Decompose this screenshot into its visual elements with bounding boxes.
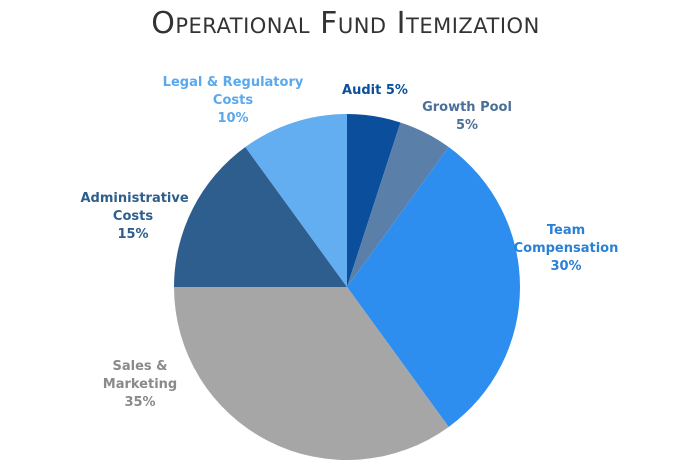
value-label: 30% xyxy=(550,259,582,274)
slice-label: Growth Pool 5% xyxy=(412,99,522,135)
slice-label: Sales & Marketing 35% xyxy=(95,358,185,412)
category-label: Administrative Costs xyxy=(80,191,189,224)
pie-slice xyxy=(347,122,449,287)
category-label: Audit xyxy=(342,83,382,98)
category-label: Team Compensation xyxy=(513,223,619,256)
pie-slice xyxy=(174,147,347,287)
chart-title: Operational Fund Itemization xyxy=(151,6,540,41)
category-label: Sales & Marketing xyxy=(102,359,178,392)
pie-slice xyxy=(174,287,449,460)
category-label: Growth Pool xyxy=(422,100,512,115)
pie-slice xyxy=(245,114,347,287)
value-label: 15% xyxy=(117,227,149,242)
value-label: 10% xyxy=(217,111,249,126)
pie-slice xyxy=(347,147,520,427)
value-label: 35% xyxy=(124,395,156,410)
category-label: Legal & Regulatory Costs xyxy=(162,75,304,108)
slice-label: Administrative Costs 15% xyxy=(80,190,189,244)
pie-slice xyxy=(347,114,401,287)
value-label: 5% xyxy=(455,118,479,133)
slice-label: Audit 5% xyxy=(330,82,420,100)
slice-label: Team Compensation 30% xyxy=(511,222,621,276)
slice-label: Legal & Regulatory Costs 10% xyxy=(158,74,308,128)
value-label: 5% xyxy=(385,83,408,98)
